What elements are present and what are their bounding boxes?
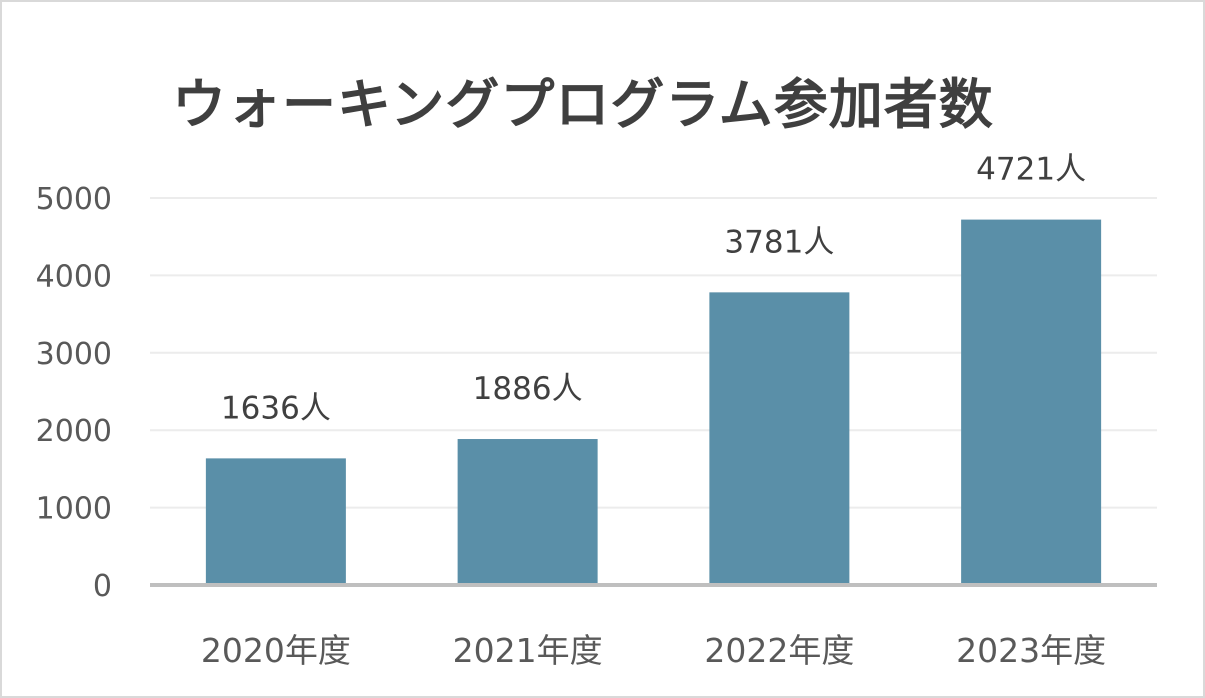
y-tick-label: 3000 [36,337,112,372]
data-label: 3781人 [724,224,834,260]
x-tick-label: 2021年度 [453,631,603,670]
x-tick-label: 2023年度 [956,631,1106,670]
bar [709,292,850,585]
y-tick-label: 1000 [36,492,112,527]
data-label: 1636人 [221,390,331,426]
bar [457,439,598,585]
y-tick-label: 2000 [36,414,112,449]
y-tick-label: 4000 [36,259,112,294]
bar [205,458,346,585]
bar [961,219,1102,585]
chart-title: ウォーキングプログラム参加者数 [172,73,994,136]
y-tick-label: 5000 [36,182,112,217]
data-label: 1886人 [473,371,583,407]
y-tick-label: 0 [93,569,112,604]
x-tick-label: 2020年度 [201,631,351,670]
data-label: 4721人 [976,152,1086,188]
x-tick-label: 2022年度 [704,631,854,670]
